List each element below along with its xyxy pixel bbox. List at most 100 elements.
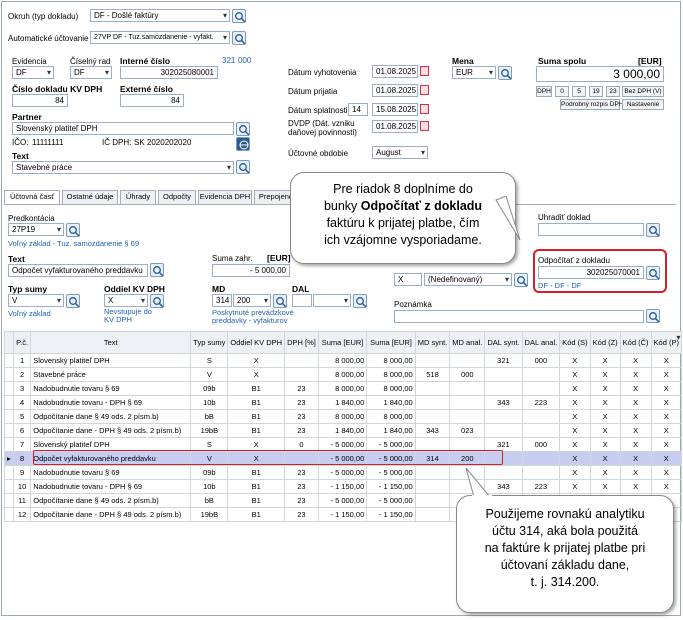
- table-cell[interactable]: Odpočítanie dane - DPH § 49 ods. 2 písm.…: [30, 507, 192, 522]
- rate-5-button[interactable]: 5: [572, 86, 586, 97]
- text-select[interactable]: Stavebné práce: [12, 161, 234, 174]
- tab-uctovna-cast[interactable]: Účtovná časť: [4, 190, 60, 204]
- uhradit-field[interactable]: [538, 223, 644, 236]
- table-cell[interactable]: X: [619, 479, 652, 494]
- table-cell[interactable]: [414, 353, 451, 368]
- table-cell[interactable]: 11: [12, 493, 32, 508]
- table-cell[interactable]: 8 000,00: [366, 353, 416, 368]
- table-cell[interactable]: Nadobudnutie tovaru § 69: [30, 465, 192, 480]
- table-cell[interactable]: Stavebné práce: [30, 367, 192, 382]
- table-cell[interactable]: - 5 000,00: [317, 493, 368, 508]
- table-cell[interactable]: X: [589, 367, 621, 382]
- table-cell[interactable]: X: [619, 395, 652, 410]
- table-row[interactable]: ▸ 8 Odpočet vyfakturovaného preddavku V X - 5…: [4, 451, 683, 466]
- splatnosti-days-field[interactable]: 14: [348, 103, 368, 116]
- column-header[interactable]: Kód (Z): [589, 331, 621, 354]
- table-cell[interactable]: 9: [12, 465, 32, 480]
- table-cell[interactable]: Odpočítanie dane - DPH § 49 ods. 2 písm.…: [30, 423, 192, 438]
- table-cell[interactable]: X: [589, 353, 621, 368]
- md-anal-select[interactable]: 200: [233, 294, 271, 307]
- table-cell[interactable]: B1: [227, 465, 286, 480]
- nedef-select[interactable]: (Nedefinovaný): [424, 273, 512, 286]
- table-cell[interactable]: 6: [12, 423, 32, 438]
- table-cell[interactable]: Odpočítanie dane § 49 ods. 2 písm.b): [30, 493, 192, 508]
- nedef-search-button[interactable]: [514, 273, 528, 287]
- column-header[interactable]: Kód (Č): [619, 331, 652, 354]
- bez-dph-button[interactable]: Bez DPH (V): [622, 86, 664, 97]
- table-cell[interactable]: 8 000,00: [366, 409, 416, 424]
- table-cell[interactable]: X: [559, 367, 591, 382]
- line-suma-field[interactable]: - 5 000,00: [212, 264, 290, 277]
- table-row[interactable]: 9 Nadobudnutie tovaru § 69 09b B1 23- 5 000,…: [4, 465, 683, 480]
- table-cell[interactable]: - 1 150,00: [366, 507, 416, 522]
- table-row[interactable]: 5 Odpočítanie dane § 49 ods. 2 písm.b) bB B…: [4, 409, 683, 424]
- predkontacia-search-button[interactable]: [66, 223, 80, 237]
- table-row[interactable]: 6 Odpočítanie dane - DPH § 49 ods. 2 písm…: [4, 423, 683, 438]
- table-cell[interactable]: [414, 381, 451, 396]
- table-cell[interactable]: 23: [284, 409, 319, 424]
- table-cell[interactable]: 1 840,00: [317, 395, 368, 410]
- table-cell[interactable]: Slovenský platiteľ DPH: [30, 353, 192, 368]
- table-cell[interactable]: Odpočet vyfakturovaného preddavku: [30, 451, 192, 466]
- table-cell[interactable]: X: [589, 437, 621, 452]
- table-cell[interactable]: X: [619, 465, 652, 480]
- ciselny-rad-select[interactable]: DF: [70, 66, 112, 79]
- table-cell[interactable]: bB: [190, 493, 229, 508]
- table-cell[interactable]: X: [589, 423, 621, 438]
- table-row[interactable]: 1 Slovenský platiteľ DPH S X 8 000,00 8 000,0…: [4, 353, 683, 368]
- calendar-icon[interactable]: [420, 121, 429, 131]
- line-text-field[interactable]: Odpočet vyfakturovaného preddavku: [8, 264, 148, 277]
- column-header[interactable]: DAL anal.: [521, 331, 561, 354]
- poznamka-search-button[interactable]: [646, 309, 660, 323]
- table-cell[interactable]: X: [589, 409, 621, 424]
- table-cell[interactable]: [521, 451, 561, 466]
- mena-search-button[interactable]: [498, 66, 512, 80]
- table-cell[interactable]: X: [650, 465, 683, 480]
- auto-search-button[interactable]: [232, 31, 246, 45]
- table-cell[interactable]: X: [559, 381, 591, 396]
- calendar-icon[interactable]: [420, 85, 429, 95]
- table-cell[interactable]: X: [559, 409, 591, 424]
- column-header[interactable]: DPH [%]: [284, 331, 319, 354]
- dvdp-field[interactable]: 01.08.2025: [372, 120, 418, 133]
- table-cell[interactable]: 343: [484, 395, 523, 410]
- kvdph-field[interactable]: 84: [12, 94, 68, 107]
- table-cell[interactable]: 23: [284, 479, 319, 494]
- dal-anal-select[interactable]: [313, 294, 351, 307]
- table-cell[interactable]: B1: [227, 381, 286, 396]
- splatnosti-field[interactable]: 15.08.2025: [372, 103, 418, 116]
- poznamka-field[interactable]: [394, 310, 644, 323]
- tab-ostatne-udaje[interactable]: Ostatné údaje: [62, 190, 118, 204]
- table-cell[interactable]: B1: [227, 395, 286, 410]
- table-cell[interactable]: 5: [12, 409, 32, 424]
- table-cell[interactable]: 3: [12, 381, 32, 396]
- settings-button[interactable]: Nastavenie: [622, 99, 664, 110]
- typ-sumy-select[interactable]: V: [8, 294, 64, 307]
- column-header[interactable]: MD anal.: [449, 331, 486, 354]
- table-cell[interactable]: 321: [484, 353, 523, 368]
- table-cell[interactable]: X: [589, 395, 621, 410]
- okruh-search-button[interactable]: [232, 9, 246, 23]
- calendar-icon[interactable]: [420, 66, 429, 76]
- table-cell[interactable]: X: [619, 437, 652, 452]
- table-cell[interactable]: 000: [449, 367, 486, 382]
- table-cell[interactable]: B1: [227, 493, 286, 508]
- table-cell[interactable]: [414, 493, 451, 508]
- table-cell[interactable]: X: [650, 381, 683, 396]
- dph-button[interactable]: DPH: [536, 86, 552, 97]
- table-cell[interactable]: [414, 465, 451, 480]
- auto-select[interactable]: 27VP DF - Tuz.samozdanenie - vyfakt.: [90, 31, 230, 44]
- table-cell[interactable]: X: [559, 395, 591, 410]
- table-cell[interactable]: 1 840,00: [366, 395, 416, 410]
- table-cell[interactable]: - 5 000,00: [366, 451, 416, 466]
- table-cell[interactable]: X: [650, 479, 683, 494]
- table-cell[interactable]: X: [589, 381, 621, 396]
- table-cell[interactable]: [414, 507, 451, 522]
- table-cell[interactable]: X: [227, 367, 286, 382]
- table-cell[interactable]: X: [619, 423, 652, 438]
- table-cell[interactable]: B1: [227, 479, 286, 494]
- table-cell[interactable]: 000: [521, 437, 561, 452]
- table-cell[interactable]: - 1 150,00: [317, 479, 368, 494]
- column-header[interactable]: Typ sumy: [190, 331, 229, 354]
- table-cell[interactable]: 1 840,00: [366, 423, 416, 438]
